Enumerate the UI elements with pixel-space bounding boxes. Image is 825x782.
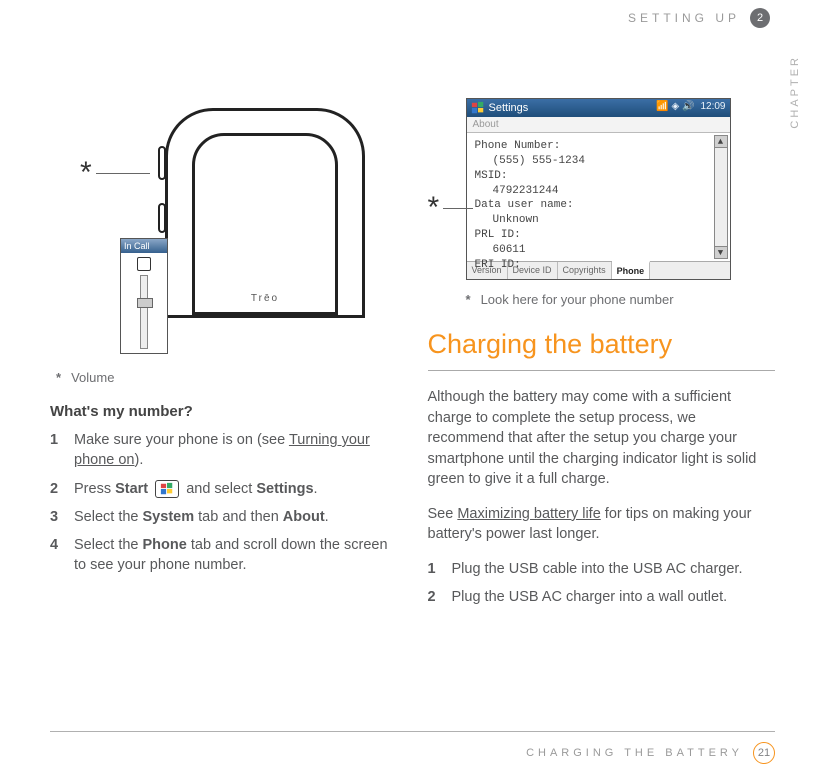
legend-phone-number: * Look here for your phone number	[466, 292, 776, 307]
phone-screen: Trēo	[192, 133, 338, 315]
footer-page-number: 21	[753, 742, 775, 764]
ss-row: ERI ID:	[475, 258, 722, 273]
step-body: Select the Phone tab and scroll down the…	[74, 535, 398, 576]
screenshot-status-area: 📶 ◈ 🔊 12:09	[656, 101, 725, 112]
step-number: 2	[428, 587, 452, 607]
right-column: * Settings 📶 ◈ 🔊 12:09 About Phone	[428, 48, 776, 616]
legend-volume: * Volume	[56, 370, 398, 385]
chapter-number-badge: 2	[750, 8, 770, 28]
ss-row: Phone Number:	[475, 139, 722, 154]
step-body: Plug the USB AC charger into a wall outl…	[452, 587, 776, 607]
page-header: SETTING UP 2	[628, 8, 770, 28]
windows-logo-icon	[471, 101, 485, 115]
charging-step-2: 2 Plug the USB AC charger into a wall ou…	[428, 587, 776, 607]
ss-row: PRL ID:	[475, 228, 722, 243]
whats-my-number-steps: 1 Make sure your phone is on (see Turnin…	[50, 430, 398, 576]
screenshot-body: Phone Number: (555) 555-1234 MSID: 47922…	[467, 133, 730, 261]
step-body: Press Start and select Settings.	[74, 479, 398, 499]
phone-body: Trēo	[165, 108, 365, 318]
scroll-down-arrow-icon: ▼	[715, 246, 727, 258]
header-section-title: SETTING UP	[628, 11, 740, 25]
charging-para-2: See Maximizing battery life for tips on …	[428, 504, 776, 545]
about-settings-screenshot: Settings 📶 ◈ 🔊 12:09 About Phone Number:…	[466, 98, 731, 280]
ss-row: (555) 555-1234	[475, 154, 722, 169]
section-rule: Charging the battery	[428, 329, 776, 371]
charging-steps: 1 Plug the USB cable into the USB AC cha…	[428, 559, 776, 608]
legend-star: *	[466, 292, 471, 307]
step-number: 3	[50, 507, 74, 527]
screenshot-subbar: About	[467, 117, 730, 133]
charging-para-1: Although the battery may come with a suf…	[428, 387, 776, 490]
phone-receiver-icon	[137, 257, 151, 271]
legend-phone-number-text: Look here for your phone number	[481, 292, 674, 307]
step-number: 2	[50, 479, 74, 499]
ss-row: Data user name:	[475, 198, 722, 213]
scroll-up-arrow-icon: ▲	[715, 136, 727, 148]
status-time: 12:09	[700, 101, 725, 112]
step-number: 1	[428, 559, 452, 579]
page: SETTING UP 2 CHAPTER * Trēo In Call	[0, 0, 825, 782]
content-columns: * Trēo In Call	[50, 0, 775, 616]
windows-start-icon	[155, 480, 179, 498]
ss-row: Unknown	[475, 213, 722, 228]
callout-star-icon: *	[428, 193, 440, 223]
step-body: Select the System tab and then About.	[74, 507, 398, 527]
page-footer: CHARGING THE BATTERY 21	[50, 731, 775, 764]
screenshot-callout-wrap: * Settings 📶 ◈ 🔊 12:09 About Phone	[428, 98, 776, 280]
step-4: 4 Select the Phone tab and scroll down t…	[50, 535, 398, 576]
volume-popup: In Call	[120, 238, 168, 354]
step-3: 3 Select the System tab and then About.	[50, 507, 398, 527]
screenshot-title: Settings	[489, 102, 529, 114]
step-number: 1	[50, 430, 74, 471]
phone-illustration: * Trēo In Call	[80, 108, 398, 358]
volume-popup-title: In Call	[121, 239, 167, 253]
status-icons: 📶 ◈ 🔊	[656, 101, 694, 112]
step-number: 4	[50, 535, 74, 576]
callout-volume: *	[80, 158, 150, 188]
step-body: Plug the USB cable into the USB AC charg…	[452, 559, 776, 579]
volume-slider-knob	[137, 298, 153, 308]
phone-brand-label: Trēo	[251, 293, 279, 304]
legend-star: *	[56, 370, 61, 385]
screenshot-scrollbar: ▲ ▼	[714, 135, 728, 259]
volume-slider-track	[140, 275, 148, 349]
ss-row: MSID:	[475, 169, 722, 184]
step-1: 1 Make sure your phone is on (see Turnin…	[50, 430, 398, 471]
callout-star-icon: *	[80, 158, 92, 188]
step-body: Make sure your phone is on (see Turning …	[74, 430, 398, 471]
chapter-vertical-label: CHAPTER	[789, 55, 801, 129]
charging-step-1: 1 Plug the USB cable into the USB AC cha…	[428, 559, 776, 579]
step-2: 2 Press Start and select Settings.	[50, 479, 398, 499]
whats-my-number-heading: What's my number?	[50, 403, 398, 420]
link-maximizing-battery-life[interactable]: Maximizing battery life	[457, 506, 600, 522]
volume-popup-body	[121, 253, 167, 353]
screenshot-titlebar: Settings 📶 ◈ 🔊 12:09	[467, 99, 730, 117]
legend-volume-text: Volume	[71, 370, 114, 385]
footer-section-title: CHARGING THE BATTERY	[526, 747, 743, 759]
ss-row: 4792231244	[475, 184, 722, 199]
charging-battery-title: Charging the battery	[428, 329, 776, 366]
callout-line	[96, 173, 150, 174]
left-column: * Trēo In Call	[50, 48, 398, 616]
ss-row: 60611	[475, 243, 722, 258]
